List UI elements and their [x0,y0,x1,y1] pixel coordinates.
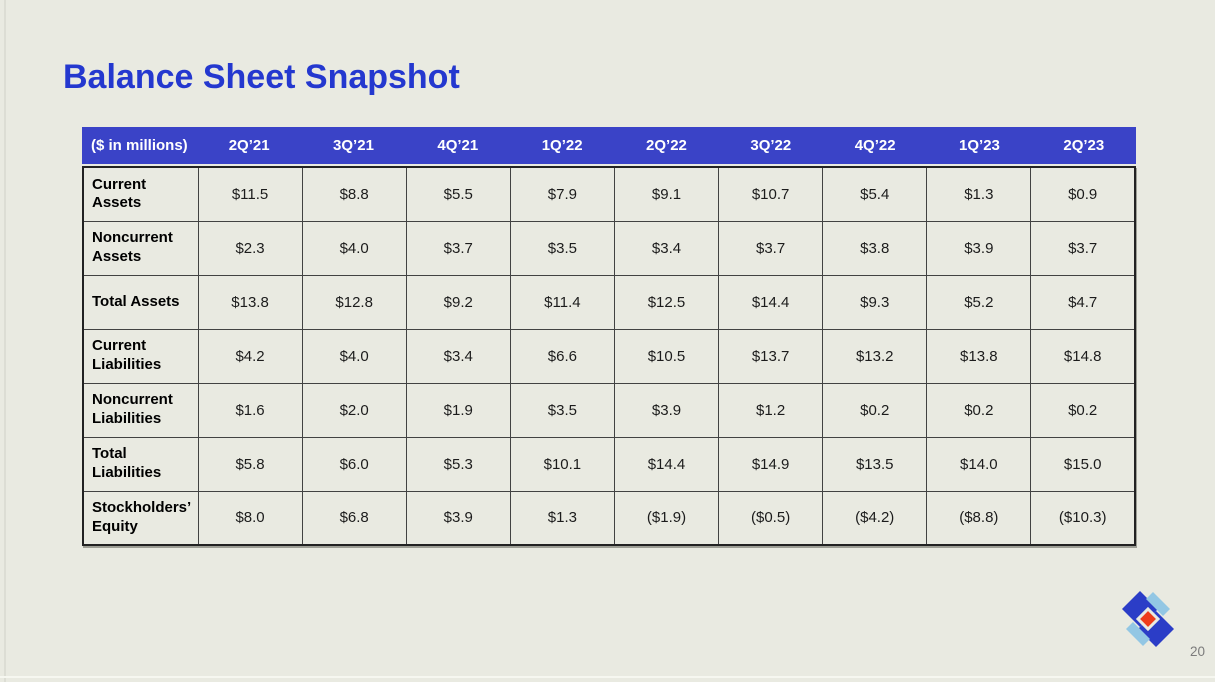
table-row: Total Assets $13.8 $12.8 $9.2 $11.4 $12.5 $14.… [82,274,1136,330]
value-cell: $8.8 [301,166,407,222]
value-cell: $6.0 [301,436,407,492]
row-label: Current Liabilities [82,328,199,384]
value-cell: $3.4 [405,328,511,384]
value-cell: $3.9 [405,490,511,546]
column-header-4: 1Q’22 [541,137,583,154]
value-cell: $3.5 [509,220,615,276]
value-cell: ($4.2) [822,490,928,546]
value-cell: $13.5 [822,436,928,492]
value-cell: $5.3 [405,436,511,492]
value-cell: $11.4 [509,274,615,330]
row-label: Total Liabilities [82,436,199,492]
row-label: Total Assets [82,274,199,330]
value-cell: ($8.8) [926,490,1032,546]
value-cell: $4.0 [301,220,407,276]
value-cell: $14.8 [1030,328,1136,384]
value-cell: $3.7 [405,220,511,276]
table-row: Current Liabilities $4.2 $4.0 $3.4 $6.6 $10.5… [82,328,1136,384]
slide-left-edge [4,0,6,682]
column-header-7: 4Q’22 [854,137,896,154]
row-label: Current Assets [82,166,199,222]
row-label: Noncurrent Liabilities [82,382,199,438]
value-cell: $5.4 [822,166,928,222]
value-cell: $9.1 [613,166,720,222]
value-cell: $9.2 [405,274,511,330]
value-cell: $10.5 [613,328,720,384]
value-cell: $12.5 [613,274,720,330]
column-header-5: 2Q’22 [646,137,687,154]
column-header-8: 1Q’23 [959,137,1000,154]
value-cell: $0.9 [1030,166,1136,222]
table-row: Current Assets $11.5 $8.8 $5.5 $7.9 $9.1 $10.7… [82,166,1136,222]
value-cell: $3.7 [1030,220,1136,276]
value-cell: ($1.9) [613,490,720,546]
value-cell: $8.0 [197,490,303,546]
value-cell: $5.8 [197,436,303,492]
page-number: 20 [1189,644,1205,659]
value-cell: $1.9 [405,382,511,438]
value-cell: $14.4 [718,274,824,330]
value-cell: $10.1 [509,436,615,492]
value-cell: ($10.3) [1030,490,1136,546]
value-cell: $1.6 [197,382,303,438]
column-header-2: 3Q’21 [333,137,374,154]
value-cell: $7.9 [509,166,615,222]
value-cell: $3.9 [613,382,720,438]
table-row: Noncurrent Liabilities $1.6 $2.0 $1.9 $3.5 $3… [82,382,1136,438]
value-cell: $0.2 [926,382,1032,438]
value-cell: $1.2 [718,382,824,438]
value-cell: $3.5 [509,382,615,438]
value-cell: $5.5 [405,166,511,222]
value-cell: ($0.5) [718,490,824,546]
value-cell: $11.5 [197,166,303,222]
value-cell: $3.7 [718,220,824,276]
balance-sheet-body: Current Assets $11.5 $8.8 $5.5 $7.9 $9.1 $10.7… [82,166,1136,546]
value-cell: $14.0 [926,436,1032,492]
table-header-row: ($ in millions) 2Q’21 3Q’21 4Q’21 1Q’22 2Q’2… [82,127,1136,164]
value-cell: $3.9 [926,220,1032,276]
value-cell: $13.8 [197,274,303,330]
value-cell: $9.3 [822,274,928,330]
table-row: Stockholders’ Equity $8.0 $6.8 $3.9 $1.3 ($1.… [82,490,1136,546]
value-cell: $1.3 [509,490,615,546]
value-cell: $15.0 [1030,436,1136,492]
value-cell: $2.0 [301,382,407,438]
value-cell: $6.8 [301,490,407,546]
value-cell: $2.3 [197,220,303,276]
company-logo [1117,590,1179,648]
value-cell: $1.3 [926,166,1032,222]
value-cell: $4.2 [197,328,303,384]
value-cell: $3.8 [822,220,928,276]
value-cell: $12.8 [301,274,407,330]
table-header-bar: ($ in millions) 2Q’21 3Q’21 4Q’21 1Q’22 2Q’2… [82,127,1136,164]
row-label: Noncurrent Assets [82,220,199,276]
value-cell: $14.4 [613,436,720,492]
balance-sheet-table: ($ in millions) 2Q’21 3Q’21 4Q’21 1Q’22 2Q’2… [82,127,1136,546]
value-cell: $5.2 [926,274,1032,330]
value-cell: $13.7 [718,328,824,384]
slide-bottom-edge [0,676,1215,678]
column-header-9: 2Q’23 [1063,137,1105,154]
value-cell: $4.7 [1030,274,1136,330]
value-cell: $13.8 [926,328,1032,384]
row-label: Stockholders’ Equity [82,490,199,546]
column-header-6: 3Q’22 [750,137,792,154]
value-cell: $4.0 [301,328,407,384]
page-title: Balance Sheet Snapshot [63,58,460,96]
value-cell: $3.4 [613,220,720,276]
table-row: Total Liabilities $5.8 $6.0 $5.3 $10.1 $14.4 $… [82,436,1136,492]
value-cell: $14.9 [718,436,824,492]
unit-label-cell: ($ in millions) [91,137,188,154]
value-cell: $0.2 [822,382,928,438]
table-row: Noncurrent Assets $2.3 $4.0 $3.7 $3.5 $3.4 $3.… [82,220,1136,276]
value-cell: $10.7 [718,166,824,222]
value-cell: $13.2 [822,328,928,384]
value-cell: $6.6 [509,328,615,384]
column-header-3: 4Q’21 [437,137,479,154]
diamond-pinwheel-logo-icon [1122,591,1174,647]
value-cell: $0.2 [1030,382,1136,438]
column-header-1: 2Q’21 [228,137,270,154]
